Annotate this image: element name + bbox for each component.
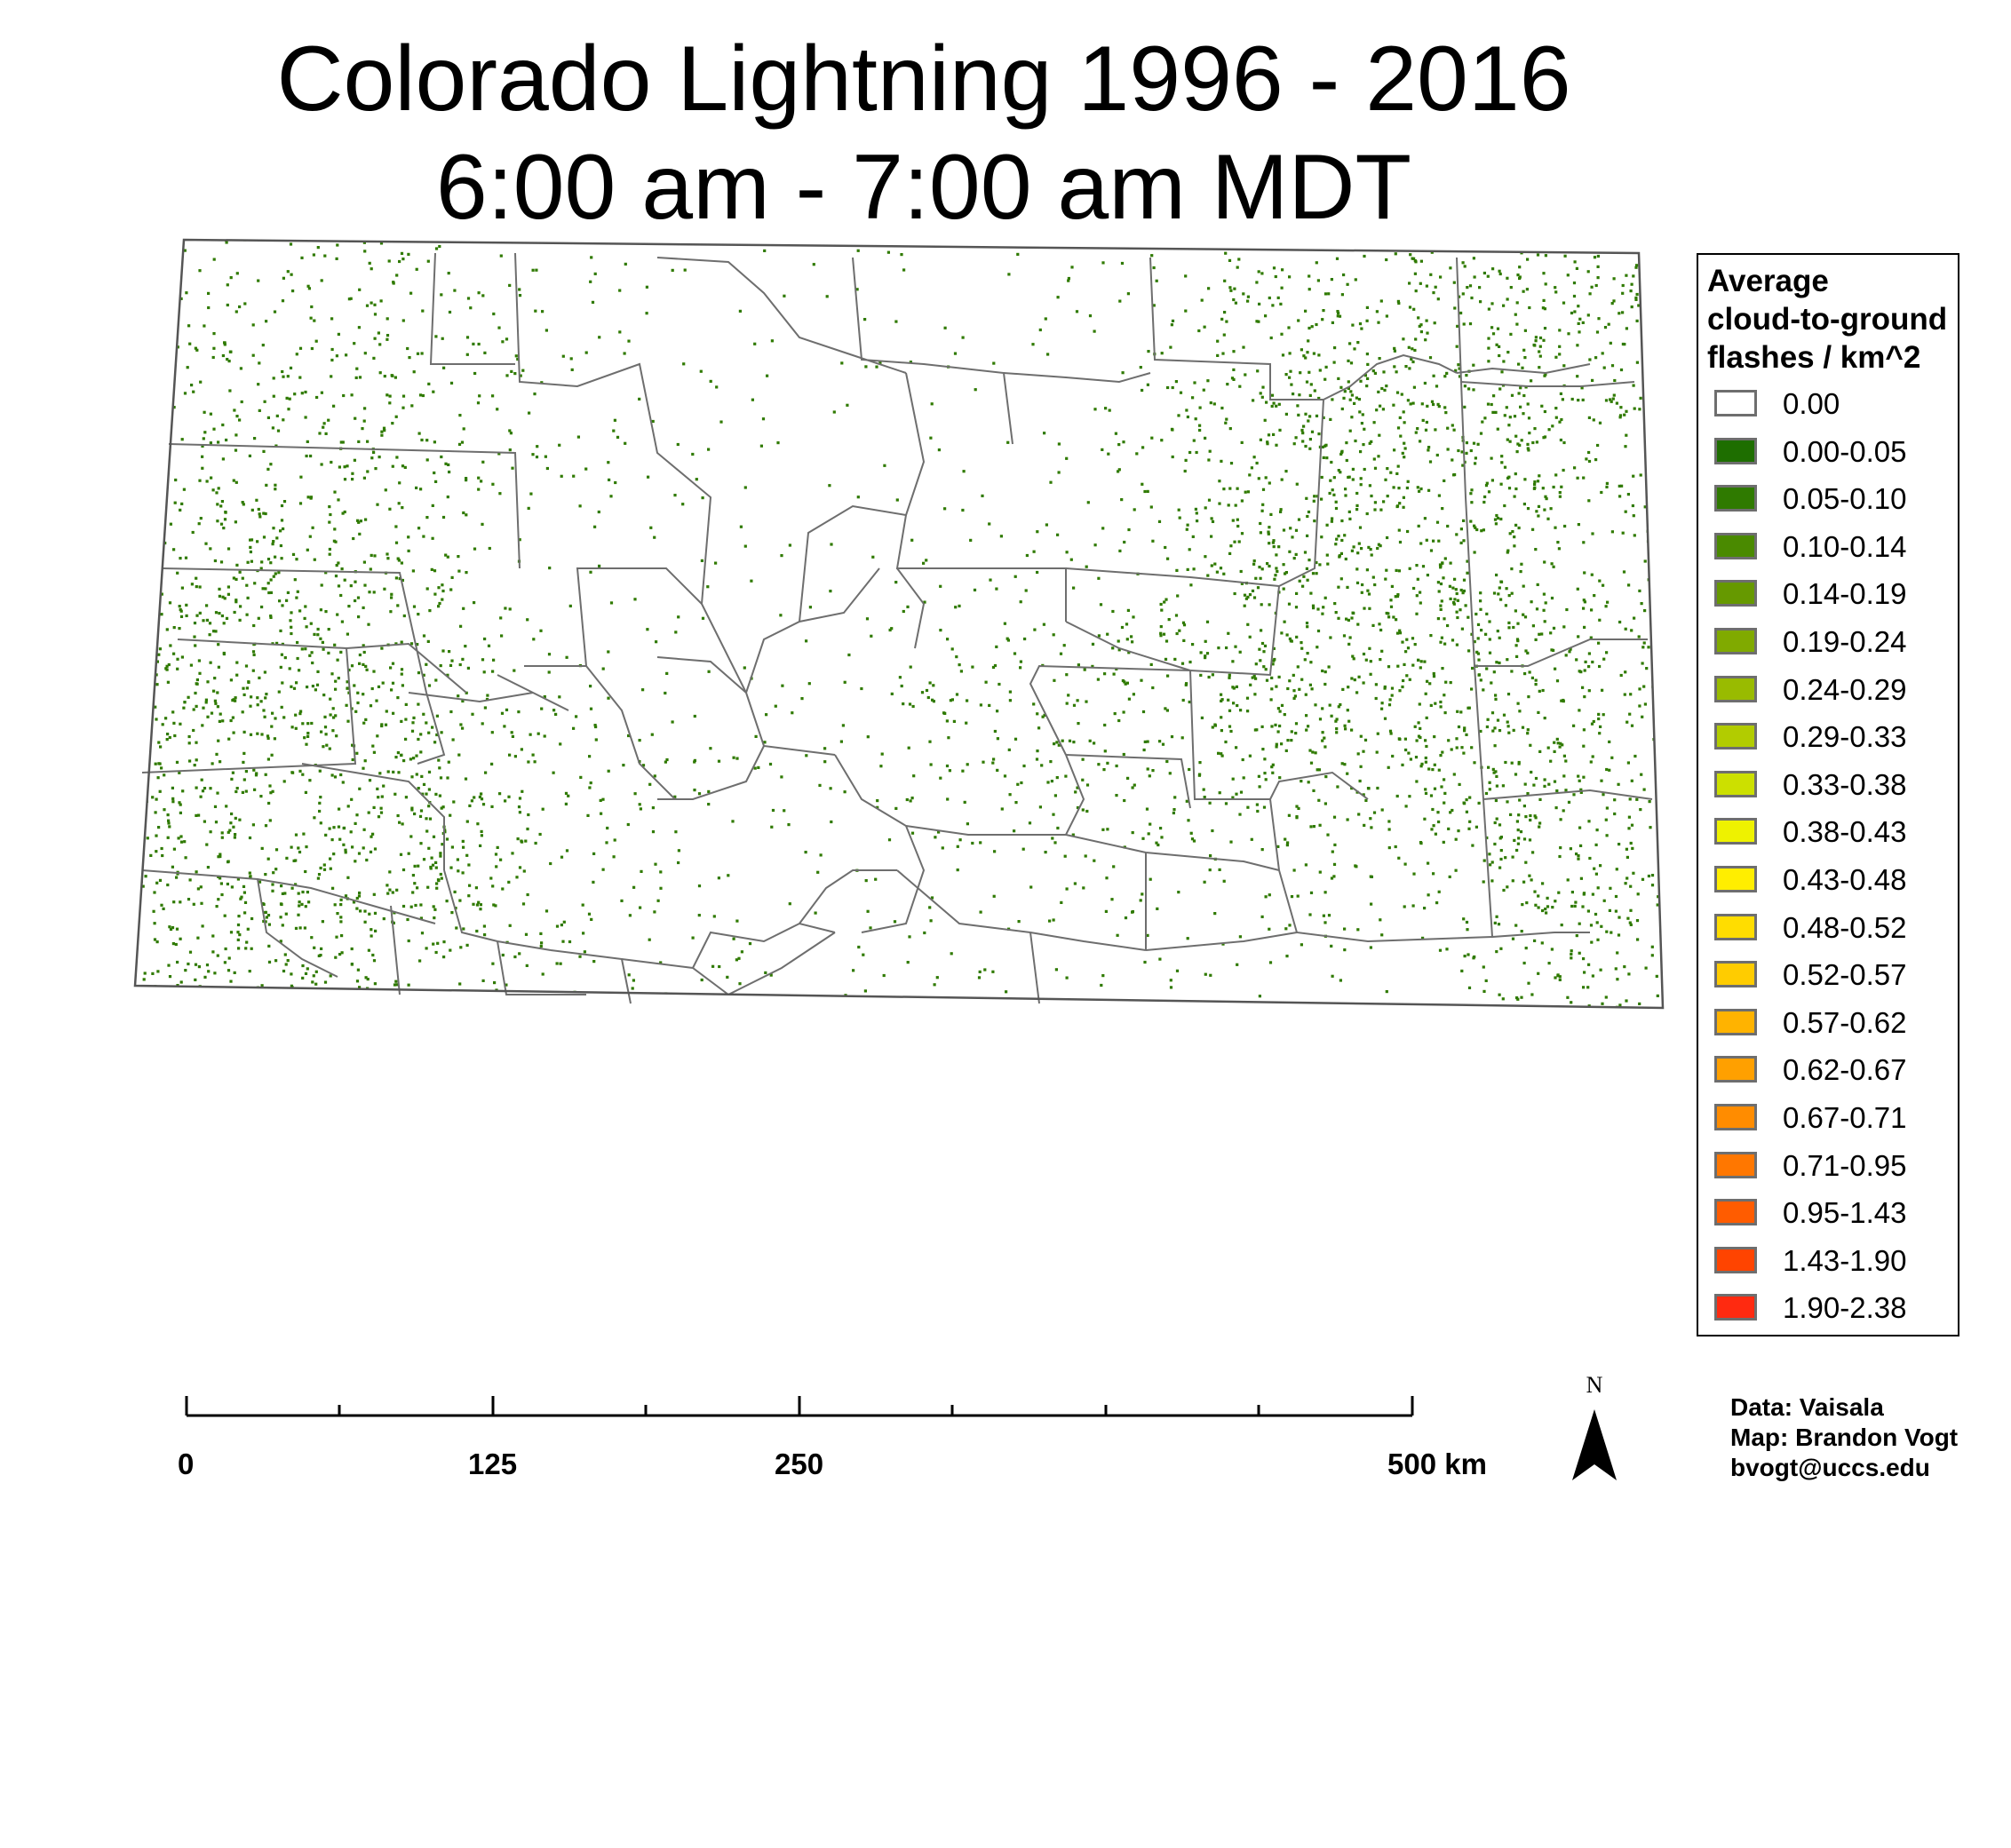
legend-swatch [1714, 866, 1757, 892]
legend-item: 0.05-0.10 [1698, 481, 1956, 517]
legend-label: 0.14-0.19 [1783, 577, 1907, 611]
county-boundaries [141, 252, 1653, 1004]
legend-label: 1.90-2.38 [1783, 1291, 1907, 1325]
legend-title-line: flashes / km^2 [1707, 340, 1921, 375]
legend-label: 0.71-0.95 [1783, 1148, 1907, 1182]
legend-label: 0.19-0.24 [1783, 625, 1907, 658]
lightning-flash-density [135, 240, 1663, 1008]
scale-label-125: 125 [468, 1447, 518, 1480]
legend-item: 0.38-0.43 [1698, 814, 1956, 850]
legend-swatch [1714, 437, 1757, 464]
legend-item: 0.29-0.33 [1698, 719, 1956, 755]
legend-swatch [1714, 580, 1757, 607]
map-title: Colorado Lightning 1996 - 2016 6:00 am -… [0, 25, 1848, 242]
legend-swatch [1714, 961, 1757, 988]
legend-swatch [1714, 818, 1757, 845]
legend-item: 0.00-0.05 [1698, 434, 1956, 470]
scale-label-250: 250 [775, 1447, 824, 1480]
legend: Average cloud-to-ground flashes / km^2 0… [1697, 253, 1959, 1336]
legend-label: 0.43-0.48 [1783, 863, 1907, 896]
legend-label: 0.38-0.43 [1783, 815, 1907, 849]
legend-item: 0.33-0.38 [1698, 767, 1956, 803]
legend-title-line: cloud-to-ground [1707, 302, 1948, 337]
legend-item: 0.14-0.19 [1698, 576, 1956, 612]
legend-title: Average cloud-to-ground flashes / km^2 [1707, 262, 1956, 377]
legend-item: 1.90-2.38 [1698, 1290, 1956, 1326]
legend-item: 0.00 [1698, 386, 1956, 422]
credits: Data: Vaisala Map: Brandon Vogt bvogt@uc… [1730, 1392, 1958, 1483]
legend-swatch [1714, 390, 1757, 416]
legend-item: 0.95-1.43 [1698, 1195, 1956, 1231]
legend-swatch [1714, 1294, 1757, 1321]
legend-label: 0.57-0.62 [1783, 1005, 1907, 1039]
legend-swatch [1714, 1104, 1757, 1130]
legend-label: 0.67-0.71 [1783, 1101, 1907, 1134]
legend-item: 0.57-0.62 [1698, 1005, 1956, 1041]
legend-swatch [1714, 770, 1757, 797]
legend-swatch [1714, 675, 1757, 702]
colorado-lightning-map [124, 231, 1679, 1368]
legend-item: 0.71-0.95 [1698, 1148, 1956, 1184]
legend-item: 0.43-0.48 [1698, 862, 1956, 898]
credit-map-author: Map: Brandon Vogt [1730, 1424, 1959, 1451]
legend-swatch [1714, 723, 1757, 750]
legend-label: 0.95-1.43 [1783, 1196, 1907, 1230]
legend-swatch [1714, 1008, 1757, 1035]
legend-item: 0.48-0.52 [1698, 910, 1956, 946]
legend-swatch [1714, 1199, 1757, 1226]
credit-email: bvogt@uccs.edu [1730, 1454, 1930, 1481]
legend-label: 0.33-0.38 [1783, 767, 1907, 801]
legend-item: 0.62-0.67 [1698, 1052, 1956, 1088]
legend-swatch [1714, 628, 1757, 654]
legend-swatch [1714, 532, 1757, 559]
legend-label: 1.43-1.90 [1783, 1243, 1907, 1277]
legend-item: 0.10-0.14 [1698, 529, 1956, 565]
legend-title-line: Average [1707, 264, 1829, 298]
legend-item: 0.24-0.29 [1698, 672, 1956, 708]
title-line-2: 6:00 am - 7:00 am MDT [435, 136, 1412, 239]
legend-swatch [1714, 1151, 1757, 1178]
legend-swatch [1714, 1246, 1757, 1273]
north-arrow: N [1563, 1372, 1625, 1487]
legend-label: 0.52-0.57 [1783, 958, 1907, 992]
legend-swatch [1714, 913, 1757, 940]
legend-label: 0.24-0.29 [1783, 672, 1907, 706]
legend-label: 0.62-0.67 [1783, 1053, 1907, 1087]
scale-label-500: 500 km [1387, 1447, 1487, 1480]
legend-item: 1.43-1.90 [1698, 1243, 1956, 1279]
credit-data-source: Data: Vaisala [1730, 1393, 1884, 1421]
legend-label: 0.05-0.10 [1783, 482, 1907, 516]
legend-label: 0.00 [1783, 387, 1840, 420]
colorado-state-border [133, 238, 1665, 1010]
north-label: N [1586, 1372, 1603, 1398]
title-line-1: Colorado Lightning 1996 - 2016 [276, 28, 1571, 131]
legend-label: 0.10-0.14 [1783, 529, 1907, 563]
north-arrow-icon [1572, 1409, 1617, 1480]
legend-item: 0.52-0.57 [1698, 957, 1956, 993]
legend-label: 0.00-0.05 [1783, 434, 1907, 468]
legend-label: 0.48-0.52 [1783, 910, 1907, 944]
legend-item: 0.67-0.71 [1698, 1100, 1956, 1136]
scale-bar: 0 125 250 500 km [160, 1394, 1546, 1483]
legend-label: 0.29-0.33 [1783, 720, 1907, 754]
legend-swatch [1714, 485, 1757, 512]
scale-label-0: 0 [178, 1447, 195, 1480]
legend-item: 0.19-0.24 [1698, 624, 1956, 660]
legend-swatch [1714, 1056, 1757, 1083]
